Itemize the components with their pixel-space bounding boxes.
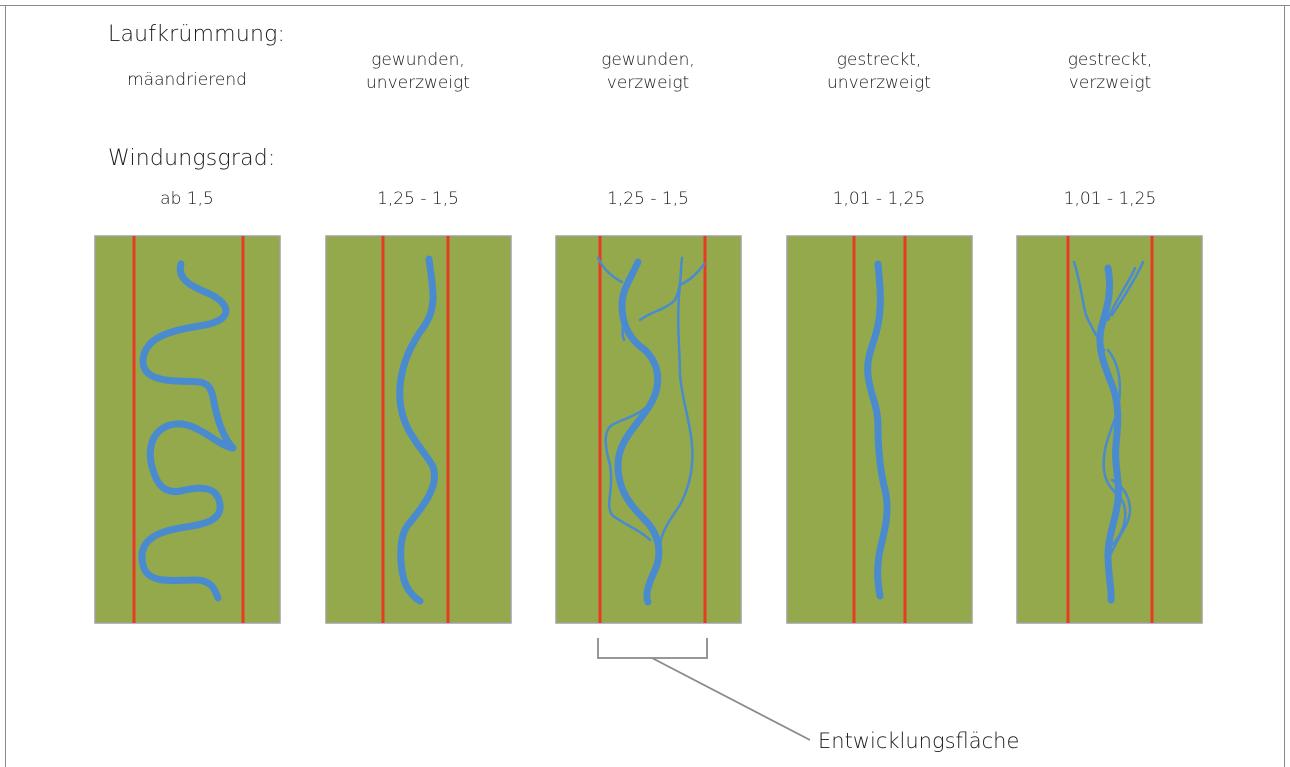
frame-border-left	[5, 5, 6, 767]
frame-border-top	[0, 5, 1290, 6]
curvature-label-line1: mäandrierend	[127, 70, 247, 90]
curvature-heading: Laufkrümmung:	[108, 22, 286, 47]
development-area-label: Entwicklungsfläche	[818, 729, 1020, 753]
river-straight-branched-branch	[1106, 266, 1137, 322]
frame-border-right	[1284, 5, 1285, 767]
river-straight-branched-branch	[1102, 348, 1127, 547]
panel-winding-branched	[555, 235, 742, 624]
curvature-label-straight-unbranched: gestreckt, unverzweigt	[779, 49, 979, 95]
curvature-label-line1: gewunden,	[601, 50, 695, 70]
sinuosity-label-straight-unbranched: 1,01 - 1,25	[832, 189, 926, 209]
panel-winding-unbranched	[325, 235, 512, 624]
curvature-label-straight-branched: gestreckt, verzweigt	[1010, 49, 1210, 95]
curvature-label-meandering: mäandrierend	[87, 69, 287, 92]
river-straight-branched-branch	[1072, 260, 1106, 352]
curvature-label-line1: gewunden,	[371, 50, 465, 70]
sinuosity-heading: Windungsgrad:	[108, 146, 276, 171]
boundary-lines	[132, 236, 1154, 623]
curvature-label-winding-branched: gewunden, verzweigt	[548, 49, 748, 95]
river-straight-unbranched	[864, 260, 891, 600]
river-winding-unbranched	[396, 255, 438, 605]
sinuosity-label-straight-branched: 1,01 - 1,25	[1063, 189, 1157, 209]
river-straight-branched-main	[1096, 264, 1122, 604]
sinuosity-label-meandering: ab 1,5	[160, 189, 214, 209]
river-winding-branched-branch	[604, 403, 652, 542]
sinuosity-label-winding-branched: 1,25 - 1,5	[607, 189, 689, 209]
river-winding-branched-branch	[596, 256, 624, 284]
leader-line	[651, 657, 811, 741]
river-straight-branched-branch	[1106, 478, 1132, 562]
curvature-label-line2: verzweigt	[606, 73, 690, 93]
river-winding-branched-branch	[638, 256, 684, 322]
river-winding-branched-branch	[658, 262, 706, 547]
curvature-label-winding-unbranched: gewunden, unverzweigt	[318, 49, 518, 95]
curvature-label-line1: gestreckt,	[836, 50, 922, 70]
river-straight-branched-branch	[1110, 260, 1145, 317]
river-meandering	[138, 260, 237, 602]
curvature-label-line1: gestreckt,	[1067, 50, 1153, 70]
sinuosity-label-winding-unbranched: 1,25 - 1,5	[377, 189, 459, 209]
curvature-label-line2: unverzweigt	[827, 73, 931, 93]
panel-meandering	[94, 235, 281, 624]
curvature-label-line2: verzweigt	[1068, 73, 1152, 93]
development-area-bracket	[597, 638, 811, 741]
river-winding-branched-branch	[620, 303, 626, 342]
curvature-label-line2: unverzweigt	[366, 73, 470, 93]
bracket-shape	[597, 638, 708, 659]
